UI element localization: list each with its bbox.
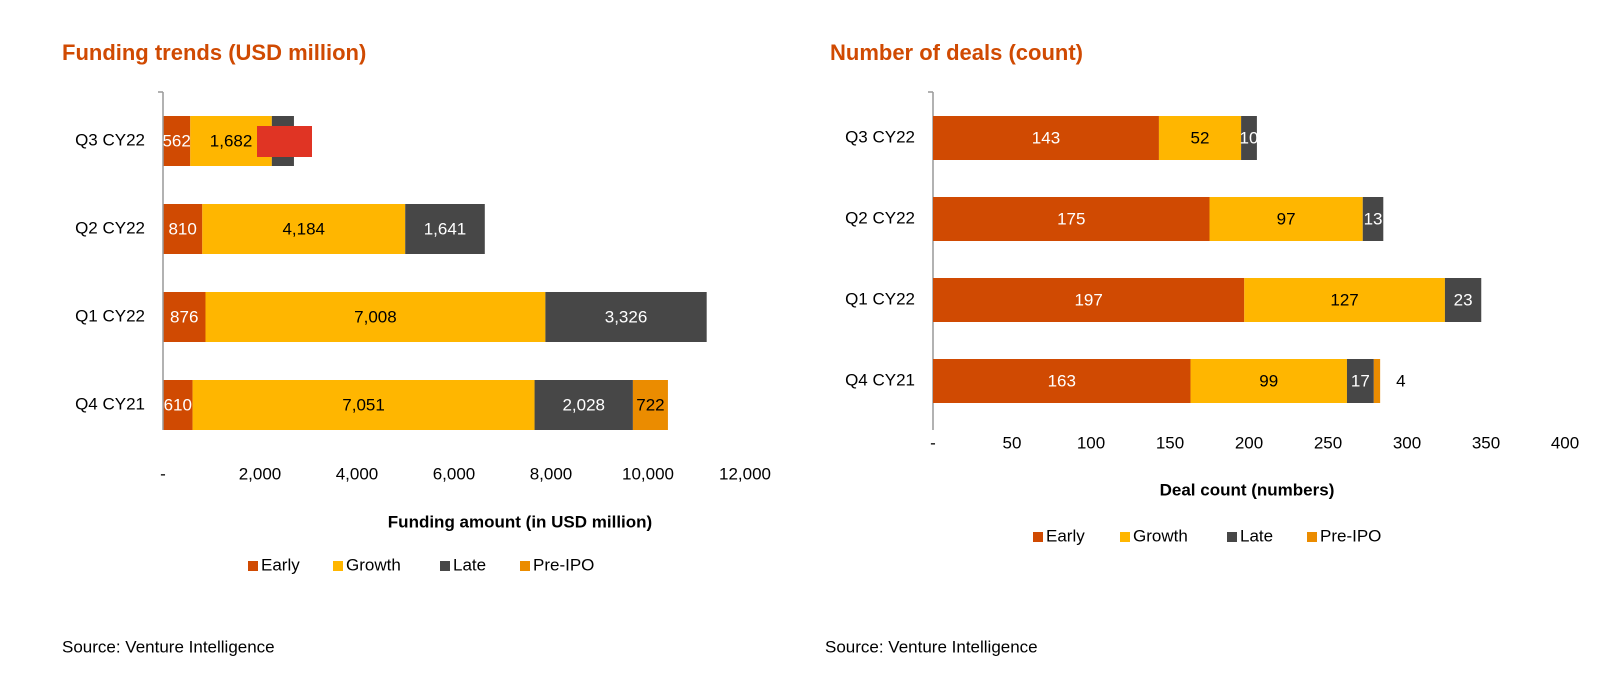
x-tick-label: 4,000 xyxy=(336,464,379,483)
x-tick-label: 350 xyxy=(1472,433,1500,452)
data-label: 4,184 xyxy=(282,219,325,238)
legend-swatch xyxy=(1033,532,1043,542)
data-label: 1,641 xyxy=(424,219,467,238)
data-label: 127 xyxy=(1330,290,1358,309)
x-tick-label: 2,000 xyxy=(239,464,282,483)
data-label: 175 xyxy=(1057,209,1085,228)
data-label: 23 xyxy=(1454,290,1473,309)
data-label: 1,682 xyxy=(210,131,253,150)
data-label: 143 xyxy=(1032,128,1060,147)
data-label: 163 xyxy=(1048,371,1076,390)
bar-segment xyxy=(1209,197,1363,241)
y-tick-label: Q3 CY22 xyxy=(75,130,145,149)
legend-label: Growth xyxy=(1133,526,1188,545)
bar-segment xyxy=(632,380,668,430)
data-label: 10 xyxy=(1240,128,1259,147)
x-tick-label: 300 xyxy=(1393,433,1421,452)
y-tick-label: Q2 CY22 xyxy=(75,218,145,237)
bar-segment xyxy=(545,292,707,342)
data-label: 7,051 xyxy=(342,395,385,414)
data-label: 97 xyxy=(1277,209,1296,228)
bar-segment xyxy=(933,116,1159,160)
data-label: 52 xyxy=(1191,128,1210,147)
x-tick-label: 6,000 xyxy=(433,464,476,483)
bar-segment xyxy=(1244,278,1445,322)
bar-segment xyxy=(205,292,546,342)
y-tick-label: Q1 CY22 xyxy=(845,289,915,308)
data-label: 4 xyxy=(1396,371,1405,390)
bar-segment xyxy=(1158,116,1242,160)
y-tick-label: Q2 CY22 xyxy=(845,208,915,227)
legend-swatch xyxy=(1307,532,1317,542)
legend-label: Late xyxy=(1240,526,1273,545)
x-tick-label: - xyxy=(160,464,166,483)
bar-segment xyxy=(1362,197,1384,241)
source-note: Source: Venture Intelligence xyxy=(825,637,1038,656)
legend-swatch xyxy=(333,561,343,571)
y-tick-label: Q1 CY22 xyxy=(75,306,145,325)
data-label: 197 xyxy=(1074,290,1102,309)
data-label: 13 xyxy=(1364,209,1383,228)
x-tick-label: 200 xyxy=(1235,433,1263,452)
legend-label: Pre-IPO xyxy=(533,555,594,574)
data-label: 17 xyxy=(1351,371,1370,390)
x-tick-label: 100 xyxy=(1077,433,1105,452)
bar-segment xyxy=(202,204,406,254)
chart-title: Number of deals (count) xyxy=(830,40,1083,65)
data-label: 7,008 xyxy=(354,307,397,326)
bar-segment xyxy=(1190,359,1347,403)
bar-segment xyxy=(163,380,193,430)
legend-label: Early xyxy=(1046,526,1085,545)
x-axis-title: Funding amount (in USD million) xyxy=(388,512,652,531)
source-note: Source: Venture Intelligence xyxy=(62,637,275,656)
x-tick-label: 150 xyxy=(1156,433,1184,452)
annotation-box xyxy=(257,126,312,157)
bar-segment xyxy=(192,380,535,430)
bar-segment xyxy=(1373,359,1381,403)
legend-swatch xyxy=(248,561,258,571)
bar-segment xyxy=(1241,116,1257,160)
legend-swatch xyxy=(1120,532,1130,542)
legend-swatch xyxy=(1227,532,1237,542)
data-label: 2,028 xyxy=(562,395,605,414)
bar-segment xyxy=(163,292,206,342)
y-tick-label: Q4 CY21 xyxy=(845,370,915,389)
x-tick-label: 50 xyxy=(1003,433,1022,452)
legend-swatch xyxy=(520,561,530,571)
bar-segment xyxy=(933,359,1191,403)
bar-segment xyxy=(933,197,1210,241)
bar-segment xyxy=(534,380,633,430)
x-tick-label: 8,000 xyxy=(530,464,573,483)
x-tick-label: - xyxy=(930,433,936,452)
bar-segment xyxy=(163,204,203,254)
chart-title: Funding trends (USD million) xyxy=(62,40,366,65)
bar-segment xyxy=(405,204,485,254)
x-tick-label: 400 xyxy=(1551,433,1579,452)
y-tick-label: Q4 CY21 xyxy=(75,394,145,413)
bar-segment xyxy=(933,278,1245,322)
data-label: 610 xyxy=(164,395,192,414)
bar-segment xyxy=(1346,359,1374,403)
data-label: 876 xyxy=(170,307,198,326)
data-label: 99 xyxy=(1259,371,1278,390)
legend-label: Pre-IPO xyxy=(1320,526,1381,545)
x-axis-title: Deal count (numbers) xyxy=(1160,480,1335,499)
x-tick-label: 12,000 xyxy=(719,464,771,483)
bar-segment xyxy=(1444,278,1482,322)
legend-label: Growth xyxy=(346,555,401,574)
legend-swatch xyxy=(440,561,450,571)
x-tick-label: 250 xyxy=(1314,433,1342,452)
data-label: 810 xyxy=(168,219,196,238)
data-label: 3,326 xyxy=(605,307,648,326)
legend-label: Early xyxy=(261,555,300,574)
data-label: 562 xyxy=(162,131,190,150)
x-tick-label: 10,000 xyxy=(622,464,674,483)
data-label: 722 xyxy=(636,395,664,414)
bar-segment xyxy=(163,116,191,166)
y-tick-label: Q3 CY22 xyxy=(845,127,915,146)
legend-label: Late xyxy=(453,555,486,574)
